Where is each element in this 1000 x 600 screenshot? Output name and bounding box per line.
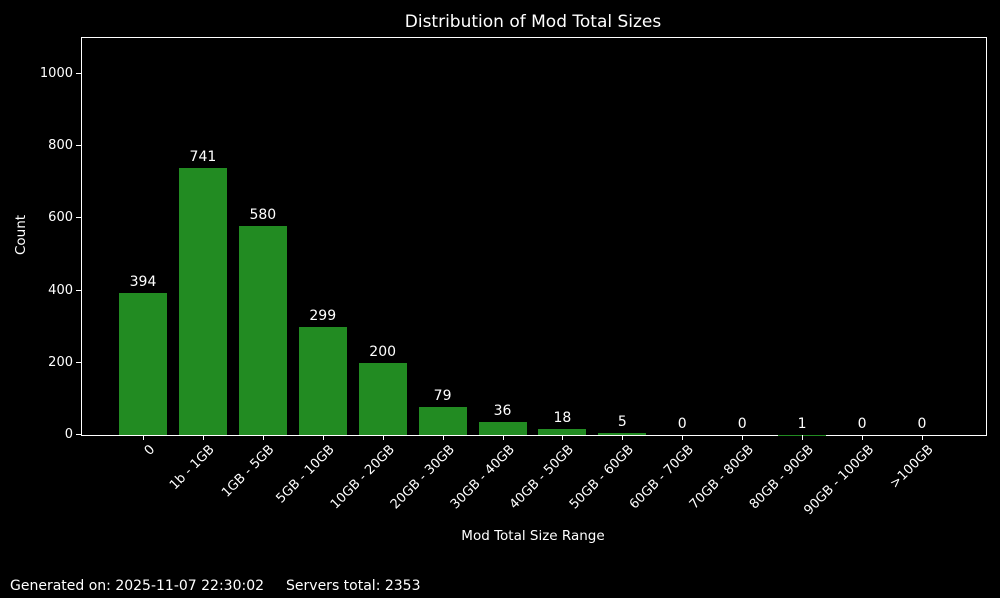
bar-value-label: 18	[553, 409, 572, 426]
bar-value-label: 741	[189, 148, 217, 165]
x-tick-label: 5GB - 10GB	[273, 442, 338, 507]
bar	[598, 433, 647, 435]
y-tick-label: 0	[64, 427, 73, 442]
x-axis-tick	[622, 435, 624, 440]
x-axis-tick	[262, 435, 264, 440]
y-tick-label: 800	[48, 138, 73, 154]
y-axis-tick	[76, 145, 81, 147]
bar-value-label: 299	[309, 308, 337, 325]
x-tick-label: 1GB - 5GB	[219, 442, 278, 501]
bar-value-label: 36	[493, 403, 512, 420]
bar	[119, 292, 167, 435]
x-axis-tick	[502, 435, 504, 440]
servers-total-text: Servers total: 2353	[286, 578, 421, 594]
y-tick-label: 1000	[39, 66, 73, 82]
x-axis-tick	[382, 435, 384, 440]
bar	[178, 167, 227, 435]
bar-value-label: 394	[129, 273, 157, 290]
x-axis-tick	[682, 435, 684, 440]
y-axis-tick	[76, 217, 81, 219]
bar-value-label: 5	[617, 414, 627, 431]
x-axis-tick	[442, 435, 444, 440]
bottom-divider	[0, 598, 1000, 600]
y-axis-tick	[76, 73, 81, 75]
x-axis-tick	[742, 435, 744, 440]
bar	[358, 362, 407, 435]
bar-value-label: 0	[857, 416, 867, 432]
bar-value-label: 580	[249, 206, 277, 223]
bar-value-label: 0	[917, 416, 927, 432]
y-axis-tick	[76, 361, 81, 363]
plot-area: 394 741 580 299 200 79 36 18 5 0 0 1 0 0	[81, 37, 987, 436]
x-axis-tick	[802, 435, 804, 440]
x-tick-label: 0	[141, 442, 158, 459]
bar	[538, 428, 587, 435]
bar	[418, 406, 467, 435]
x-axis-tick	[143, 435, 144, 440]
y-axis-tick	[76, 434, 81, 435]
x-tick-label: 1b - 1GB	[167, 442, 218, 494]
x-axis-tick	[202, 435, 204, 440]
bar-value-label: 200	[369, 343, 397, 360]
bar-value-label: 79	[433, 387, 452, 404]
y-tick-label: 200	[48, 354, 73, 370]
x-axis-tick	[862, 435, 864, 440]
bar	[298, 327, 347, 435]
y-tick-label: 400	[48, 282, 73, 298]
x-axis-label: Mod Total Size Range	[461, 528, 605, 544]
x-tick-label: >100GB	[887, 442, 937, 492]
y-axis-tick	[76, 289, 81, 291]
bar-value-label: 0	[737, 416, 747, 432]
x-axis-tick	[921, 435, 923, 440]
chart-title: Distribution of Mod Total Sizes	[404, 12, 662, 32]
x-tick-label: 20GB - 30GB	[387, 442, 458, 513]
y-tick-label: 600	[48, 210, 73, 226]
footer-status-text: Generated on: 2025-11-07 22:30:02 Servers…	[10, 578, 443, 594]
bar	[238, 225, 287, 435]
x-axis-tick	[562, 435, 564, 440]
bar-value-label: 0	[677, 416, 687, 432]
bar	[478, 422, 527, 435]
x-axis-tick	[322, 435, 324, 440]
generated-on-text: Generated on: 2025-11-07 22:30:02	[10, 578, 265, 594]
bar-value-label: 1	[797, 415, 807, 432]
